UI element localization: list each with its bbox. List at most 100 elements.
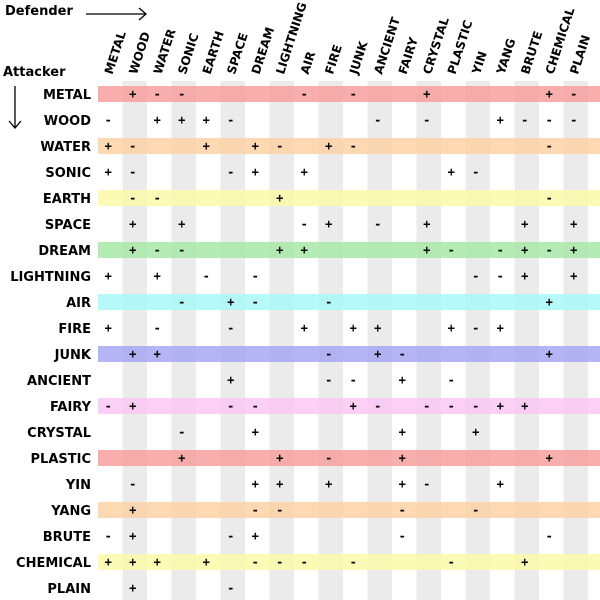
mark-fairy-vs-wood: + [129,399,136,413]
column-stripe-crystal [416,81,441,600]
defender-labels: METALWOODWATERSONICEARTHSPACEDREAMLIGHTN… [102,1,593,77]
mark-dream-vs-water: - [154,243,161,257]
mark-brute-vs-wood: + [129,529,136,543]
mark-space-vs-wood: + [129,217,136,231]
mark-air-vs-sonic: - [178,295,185,309]
col-label-sonic: SONIC [175,31,201,76]
mark-sonic-vs-metal: + [105,165,112,179]
col-label-air: AIR [298,50,318,76]
col-label-fairy: FAIRY [396,35,421,76]
mark-chemical-vs-junk: - [350,555,357,569]
mark-wood-vs-chemical: - [546,113,553,127]
mark-chemical-vs-earth: + [203,555,210,569]
mark-water-vs-fire: + [325,139,332,153]
mark-dream-vs-plastic: - [448,243,455,257]
row-label-earth: EARTH [43,192,91,207]
mark-sonic-vs-air: + [301,165,308,179]
column-stripe-space [220,81,245,600]
mark-lightning-vs-yang: - [497,269,504,283]
mark-plastic-vs-fire: - [325,451,332,465]
mark-yang-vs-yin: - [472,503,479,517]
row-label-yang: YANG [50,504,91,519]
row-band-junk [98,346,600,362]
row-label-ancient: ANCIENT [27,374,91,389]
mark-fire-vs-yang: + [497,321,504,335]
mark-ancient-vs-space: + [227,373,234,387]
mark-fairy-vs-dream: - [252,399,259,413]
col-label-space: SPACE [224,31,250,76]
mark-water-vs-earth: + [203,139,210,153]
mark-dream-vs-air: + [301,243,308,257]
mark-sonic-vs-space: - [227,165,234,179]
mark-chemical-vs-water: + [154,555,161,569]
mark-space-vs-fire: + [325,217,332,231]
mark-lightning-vs-yin: - [472,269,479,283]
column-stripe-yin [465,81,490,600]
column-stripes [122,81,588,600]
mark-water-vs-wood: - [129,139,136,153]
column-stripe-plain [563,81,588,600]
mark-fire-vs-plastic: + [448,321,455,335]
mark-metal-vs-sonic: - [178,87,185,101]
mark-wood-vs-space: - [227,113,234,127]
mark-lightning-vs-plain: + [570,269,577,283]
row-band-fairy [98,398,600,414]
row-label-crystal: CRYSTAL [27,426,91,441]
defender-arrow-head [138,7,147,21]
mark-dream-vs-sonic: - [178,243,185,257]
column-stripe-sonic [171,81,196,600]
col-label-earth: EARTH [200,29,227,76]
mark-chemical-vs-dream: - [252,555,259,569]
mark-brute-vs-metal: - [105,529,112,543]
mark-fairy-vs-crystal: - [423,399,430,413]
column-stripe-ancient [367,81,392,600]
row-label-brute: BRUTE [43,530,91,545]
mark-junk-vs-fire: - [325,347,332,361]
mark-dream-vs-chemical: - [546,243,553,257]
col-label-plain: PLAIN [567,33,593,76]
mark-water-vs-metal: + [105,139,112,153]
row-band-plastic [98,450,600,466]
mark-fairy-vs-yin: - [472,399,479,413]
mark-metal-vs-air: - [301,87,308,101]
mark-sonic-vs-yin: - [472,165,479,179]
mark-chemical-vs-plastic: - [448,555,455,569]
column-stripe-lightning [269,81,294,600]
row-label-fire: FIRE [58,322,91,337]
mark-ancient-vs-fire: - [325,373,332,387]
mark-lightning-vs-earth: - [203,269,210,283]
col-label-junk: JUNK [346,39,370,77]
attacker-arrow-head [8,120,22,129]
mark-chemical-vs-brute: + [521,555,528,569]
row-label-plastic: PLASTIC [31,452,91,467]
mark-dream-vs-crystal: + [423,243,430,257]
mark-fire-vs-water: - [154,321,161,335]
row-band-yang [98,502,600,518]
mark-yin-vs-lightning: + [276,477,283,491]
mark-junk-vs-ancient: + [374,347,381,361]
mark-yin-vs-fairy: + [399,477,406,491]
mark-junk-vs-chemical: + [546,347,553,361]
row-band-chemical [98,554,600,570]
col-label-dream: DREAM [249,25,277,76]
mark-yin-vs-yang: + [497,477,504,491]
col-label-fire: FIRE [322,43,345,76]
mark-yang-vs-wood: + [129,503,136,517]
mark-space-vs-plain: + [570,217,577,231]
mark-fairy-vs-yang: + [497,399,504,413]
mark-dream-vs-wood: + [129,243,136,257]
mark-metal-vs-crystal: + [423,87,430,101]
mark-ancient-vs-junk: - [350,373,357,387]
mark-yin-vs-dream: + [252,477,259,491]
mark-wood-vs-yang: + [497,113,504,127]
mark-lightning-vs-water: + [154,269,161,283]
mark-dream-vs-brute: + [521,243,528,257]
row-label-air: AIR [66,296,91,311]
mark-space-vs-brute: + [521,217,528,231]
mark-wood-vs-ancient: - [374,113,381,127]
mark-space-vs-ancient: - [374,217,381,231]
mark-fairy-vs-brute: + [521,399,528,413]
mark-brute-vs-chemical: - [546,529,553,543]
mark-crystal-vs-sonic: - [178,425,185,439]
mark-chemical-vs-wood: + [129,555,136,569]
